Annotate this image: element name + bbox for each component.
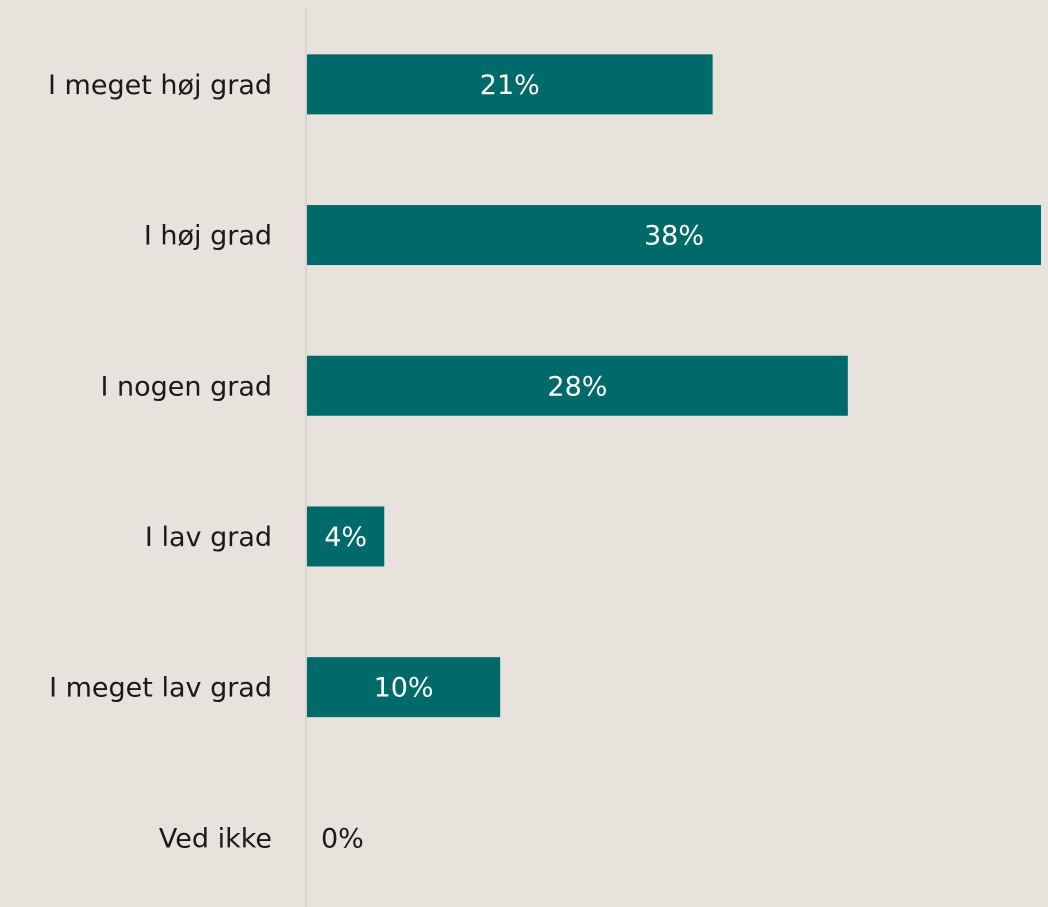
value-label: 0% xyxy=(321,823,364,854)
bar xyxy=(307,54,713,115)
value-label: 21% xyxy=(480,70,540,101)
category-label: I lav grad xyxy=(145,522,272,553)
category-label: Ved ikke xyxy=(159,823,272,854)
value-label: 28% xyxy=(547,371,607,402)
category-label: I høj grad xyxy=(144,221,272,252)
bar xyxy=(307,506,385,567)
bar xyxy=(307,205,1041,266)
value-label: 10% xyxy=(374,673,434,704)
category-label: I nogen grad xyxy=(100,371,272,402)
category-label: I meget lav grad xyxy=(49,673,272,704)
category-label: I meget høj grad xyxy=(48,70,272,101)
bar xyxy=(307,355,848,416)
bar xyxy=(307,657,501,718)
value-label: 38% xyxy=(644,221,704,252)
value-label: 4% xyxy=(324,522,367,553)
